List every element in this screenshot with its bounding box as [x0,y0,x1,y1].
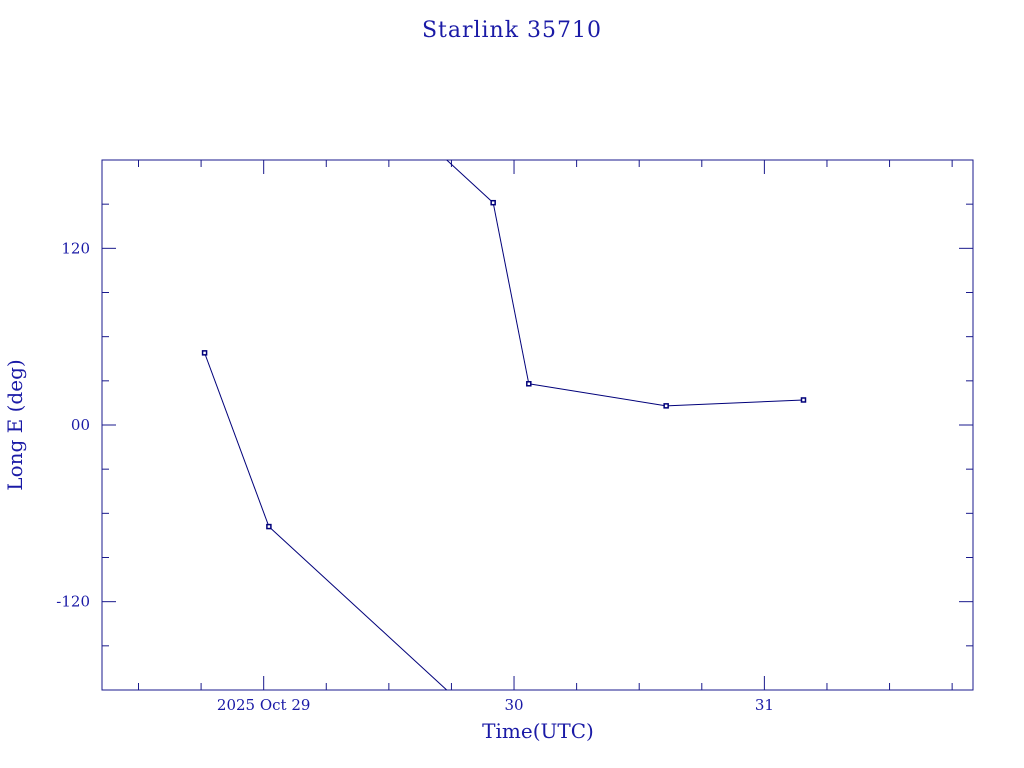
y-axis-label: Long E (deg) [3,359,27,490]
series-segment [666,399,804,407]
y-tick-label: 00 [71,416,90,434]
x-tick-label: 2025 Oct 29 [217,696,311,714]
y-tick-label: 120 [61,239,90,257]
data-point [800,397,807,403]
plot-frame [101,159,974,691]
data-point [663,403,669,409]
chart-title: Starlink 35710 [422,18,602,43]
axis-ticks [102,160,973,690]
series-group [201,159,807,691]
series-segment [528,383,667,407]
x-tick-label: 31 [755,696,774,714]
data-point [526,381,532,387]
x-tick-label: 30 [504,696,523,714]
series-segment [268,526,448,691]
data-point [266,523,272,530]
y-tick-label: -120 [56,593,90,611]
data-point [201,350,208,356]
data-point [490,199,496,206]
series-segment [492,202,530,384]
series-segment [204,352,270,527]
series-segment [446,159,494,204]
tick-labels: 2025 Oct 29 30 31 120 00 -120 [56,239,774,714]
x-axis-label: Time(UTC) [482,719,594,743]
